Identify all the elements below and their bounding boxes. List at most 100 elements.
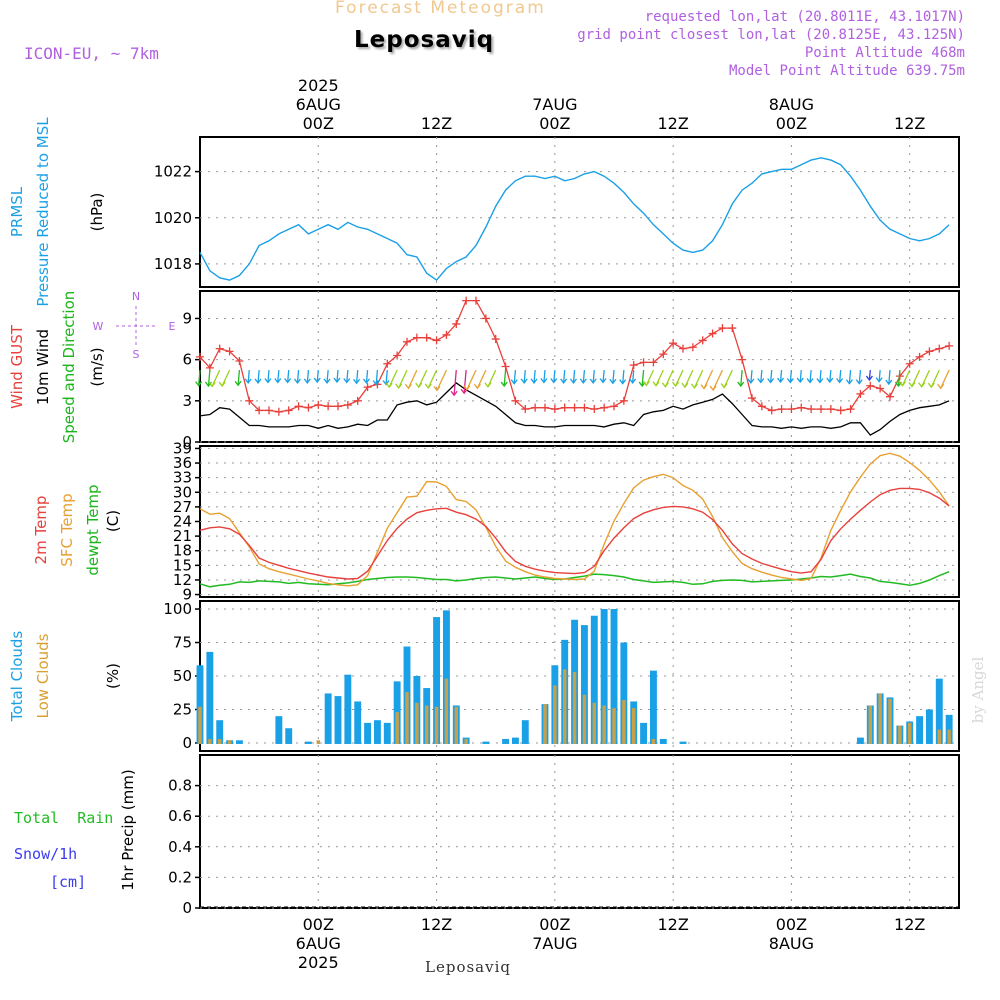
wind-arrow-head [661,382,669,388]
wind-gust-marker [728,324,737,333]
time-label-bottom: 00Z [303,915,334,934]
wind-direction-arrow [385,370,388,385]
wind-arrow-head [520,378,528,384]
info-line-1: requested lon,lat (20.8011E, 43.1017N) [644,9,965,25]
total-cloud-bar [640,722,648,744]
ytick-label: 1022 [154,163,192,181]
wind-gust-marker [590,405,599,414]
wind-direction-arrow [712,369,724,391]
wind-arrow-head [218,381,226,388]
wind-gust-marker [403,337,411,346]
compass-s: S [133,348,140,361]
wind-arrow-head [629,378,637,384]
total-cloud-bar [580,625,588,744]
wind-direction-arrow [247,370,250,383]
total-cloud-bar [206,651,214,744]
wind-gust-marker [353,396,362,405]
low-cloud-bar [878,693,882,744]
low-cloud-bar [631,708,636,744]
wind-gust-marker [452,319,461,328]
wind-direction-arrow [703,369,714,389]
wind-arrow-head [323,378,331,384]
wind-arrow-head [274,378,282,384]
wind-arrow-head [450,390,458,397]
wind-gust-marker [521,405,530,414]
wind-arrow-head [473,383,481,390]
total-cloud-bar [482,741,490,744]
time-label-bottom: 12Z [421,915,452,934]
wind-gust-marker [442,330,451,339]
wind-gust-marker [393,351,402,360]
wind-gust-marker [629,361,638,370]
time-label-bottom: 12Z [657,915,688,934]
credit-watermark: by Angel [969,656,987,724]
model-label: ICON-EU, ~ 7km [24,44,159,63]
low-cloud-bar [198,706,202,744]
wind-gust-marker [284,406,293,415]
wind-arrow-head [845,379,853,385]
low-cloud-bar [898,725,902,744]
ytick-label: 9 [182,586,192,604]
wind-arrow-head [642,380,650,387]
total-cloud-bar [304,741,312,744]
wind-arrow-head [918,382,926,388]
total-cloud-bar [324,693,332,744]
low-cloud-bar [868,705,873,744]
wind-direction-arrow [779,370,783,383]
time-label-top: 00Z [776,114,807,133]
total-cloud-bar [364,722,372,744]
wind-gust-marker [196,352,204,361]
low-cloud-bar [592,702,597,744]
wind-gust-marker [304,403,313,412]
total-cloud-bar [856,737,864,744]
snow-label: Snow/1h [14,845,78,863]
ytick-label: 100 [163,600,192,618]
wind-direction-arrow [723,369,733,388]
total-cloud-bar [354,701,362,744]
time-label-top: 7AUG [532,95,577,114]
wind-arrow-head [293,378,301,384]
wind-gust-marker [886,392,894,401]
wind-arrow-head [195,381,203,387]
wind-direction-arrow [572,370,576,383]
ytick-label: 0 [182,433,192,451]
wind-direction-arrow [631,370,635,383]
ytick-label: 0 [182,899,192,917]
wind-direction-arrow [197,370,201,386]
wind-gust-marker [925,347,934,356]
wind-direction-arrow [878,370,881,382]
total-cloud-bar [620,642,628,744]
wind-arrow-head [826,377,834,384]
wind-arrow-head [816,378,824,384]
wind-direction-arrow [503,370,507,387]
wind-direction-arrow [740,370,743,387]
wind-gust-marker [610,402,618,411]
wind-arrow-head [372,380,380,386]
wind-arrow-head [460,388,468,395]
ytick-label: 3 [182,392,192,410]
ytick-label: 36 [173,454,192,472]
wind-gust-marker [274,407,283,416]
total-cloud-bar [935,678,943,744]
low-cloud-bar [316,740,321,744]
wind-gust-marker [560,403,569,412]
wind-arrow-head [254,378,262,384]
wind-arrow-head [284,378,292,384]
ytick-label: 0.2 [168,868,192,886]
wind-gust-marker [777,405,786,414]
total-cloud-bar [600,609,608,744]
ytick-label: 6 [182,351,192,369]
wind-arrow-head [619,379,627,385]
total-cloud-bar [344,674,352,744]
wind-gust-marker [432,336,441,345]
wind-direction-arrow [543,370,546,383]
wind-gust-marker [718,324,727,333]
wind-arrow-head [786,378,794,384]
wind-direction-arrow [888,370,891,385]
sfc-temp-series-line [199,452,950,587]
wind-gust-marker [245,396,254,405]
wind-gust-marker [659,350,668,359]
wind-arrow-head [208,382,216,388]
wind-direction-arrow [858,370,862,384]
wind-arrow-head [672,381,680,388]
